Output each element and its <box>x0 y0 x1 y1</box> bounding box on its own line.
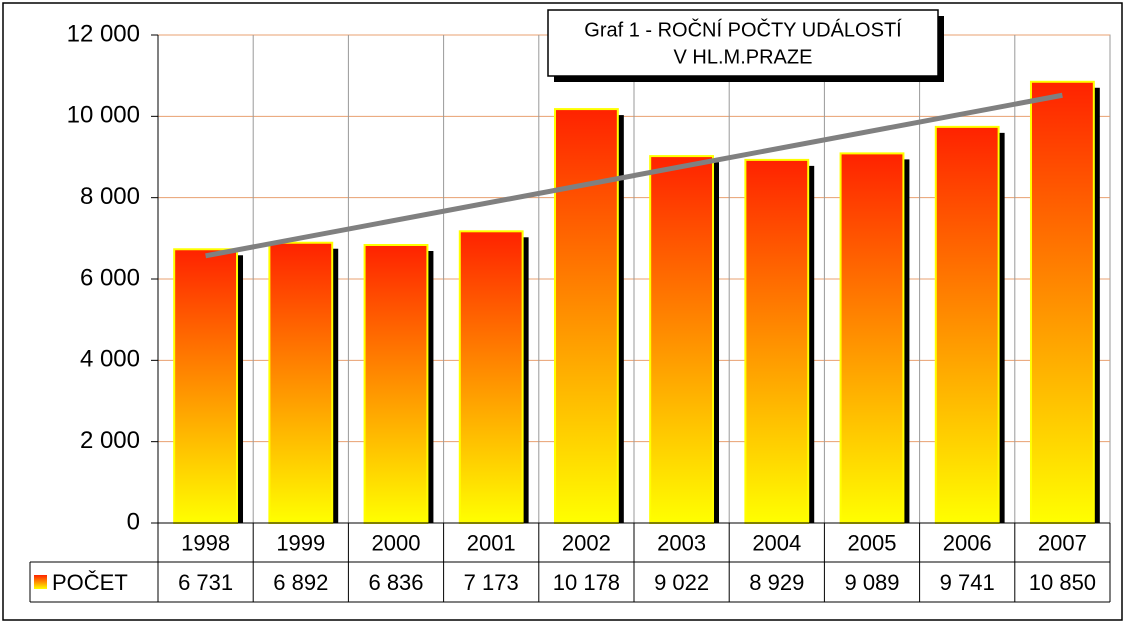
data-table-value: 8 929 <box>749 570 804 595</box>
data-table-value: 10 850 <box>1029 570 1096 595</box>
trendline <box>205 92 1063 259</box>
bar <box>934 125 1000 524</box>
data-table-value: 9 089 <box>844 570 899 595</box>
title-frame <box>547 9 939 77</box>
x-tick-label: 2000 <box>372 530 421 555</box>
bar <box>553 108 619 524</box>
y-tick-label: 2 000 <box>80 427 140 454</box>
bar <box>1029 80 1095 525</box>
x-tick-label: 2003 <box>657 530 706 555</box>
x-tick-label: 1999 <box>276 530 325 555</box>
data-table-value: 6 836 <box>368 570 423 595</box>
bar <box>649 155 715 524</box>
x-tick-label: 2004 <box>752 530 801 555</box>
y-tick-label: 0 <box>127 508 140 535</box>
x-tick-label: 2002 <box>562 530 611 555</box>
y-tick-label: 4 000 <box>80 346 140 373</box>
x-tick-label: 2001 <box>467 530 516 555</box>
x-tick-label: 2006 <box>943 530 992 555</box>
bar <box>839 152 905 524</box>
y-tick-label: 6 000 <box>80 264 140 291</box>
bar <box>268 241 334 524</box>
title-box: Graf 1 - ROČNÍ POČTY UDÁLOSTÍ V HL.M.PRA… <box>547 9 944 82</box>
y-tick-label: 12 000 <box>67 20 140 47</box>
data-table-value: 10 178 <box>553 570 620 595</box>
x-tick-label: 1998 <box>181 530 230 555</box>
data-table-value: 9 741 <box>940 570 995 595</box>
y-tick-label: 8 000 <box>80 183 140 210</box>
legend-key <box>34 575 47 589</box>
y-tick-label: 10 000 <box>67 102 140 129</box>
data-table-value: 7 173 <box>464 570 519 595</box>
x-tick-label: 2007 <box>1038 530 1087 555</box>
bar <box>363 244 429 525</box>
data-table-value: 6 731 <box>178 570 233 595</box>
chart-title: Graf 1 - ROČNÍ POČTY UDÁLOSTÍ <box>584 18 902 41</box>
bar <box>458 230 524 524</box>
data-table-value: 9 022 <box>654 570 709 595</box>
legend-label: POČET <box>52 570 128 595</box>
data-table-value: 6 892 <box>273 570 328 595</box>
bar <box>744 158 810 524</box>
bar <box>173 248 239 524</box>
chart-title: V HL.M.PRAZE <box>674 46 813 68</box>
x-tick-label: 2005 <box>848 530 897 555</box>
